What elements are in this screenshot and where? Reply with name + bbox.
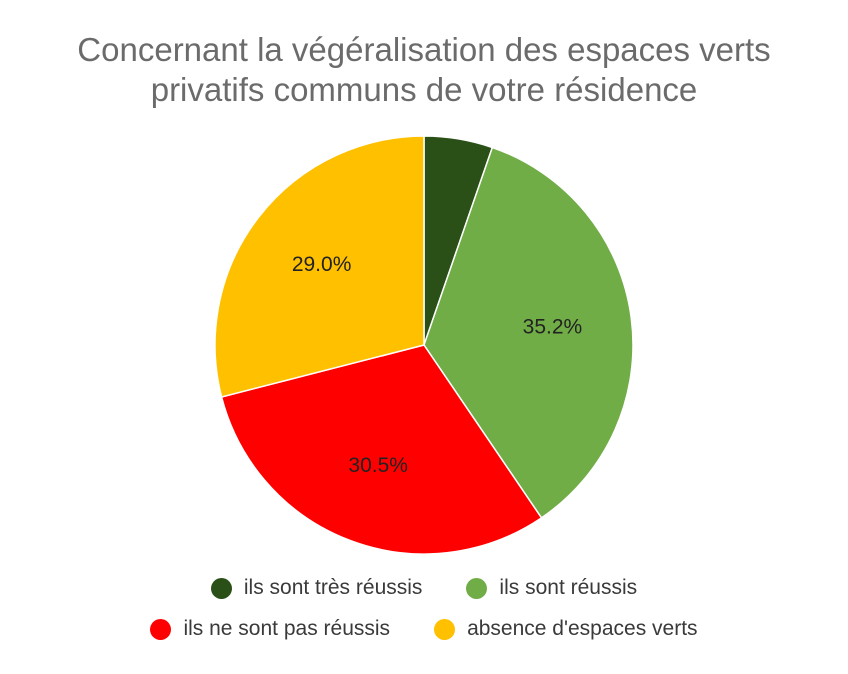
legend-label-reussis: ils sont réussis xyxy=(499,576,638,599)
pie-slice-labels: 35.2% 30.5% 29.0% xyxy=(292,253,582,477)
chart-title-line-2: privatifs communs de votre résidence xyxy=(150,71,698,108)
legend-row-2: ils ne sont pas réussis absence d'espace… xyxy=(0,617,848,641)
pie-slice-absence xyxy=(214,135,425,398)
pie-slices xyxy=(214,135,634,555)
legend-item-absence: absence d'espaces verts xyxy=(434,617,698,641)
legend-item-pas-reussis: ils ne sont pas réussis xyxy=(150,617,390,641)
legend-label-pas-reussis: ils ne sont pas réussis xyxy=(183,617,391,640)
legend-swatch-tres-reussis xyxy=(210,577,232,599)
slice-label-pas-reussis: 30.5% xyxy=(348,454,408,477)
legend-swatch-pas-reussis xyxy=(150,618,172,640)
legend-swatch-absence xyxy=(434,618,456,640)
legend-row-1: ils sont très réussis ils sont réussis xyxy=(0,576,848,600)
slice-label-reussis: 35.2% xyxy=(523,315,583,338)
legend-swatch-reussis xyxy=(466,577,488,599)
pie-slice-pas-reussis xyxy=(220,344,543,555)
pie-slice-reussis xyxy=(423,146,634,519)
chart-title-line-1: Concernant la végéralisation des espaces… xyxy=(77,31,771,68)
slice-label-absence: 29.0% xyxy=(292,253,352,276)
legend-item-tres-reussis: ils sont très réussis xyxy=(210,576,423,600)
legend-label-absence: absence d'espaces verts xyxy=(467,617,698,640)
chart-title: Concernant la végéralisation des espaces… xyxy=(0,30,848,110)
legend-item-reussis: ils sont réussis xyxy=(466,576,637,600)
legend-label-tres-reussis: ils sont très réussis xyxy=(243,576,423,599)
